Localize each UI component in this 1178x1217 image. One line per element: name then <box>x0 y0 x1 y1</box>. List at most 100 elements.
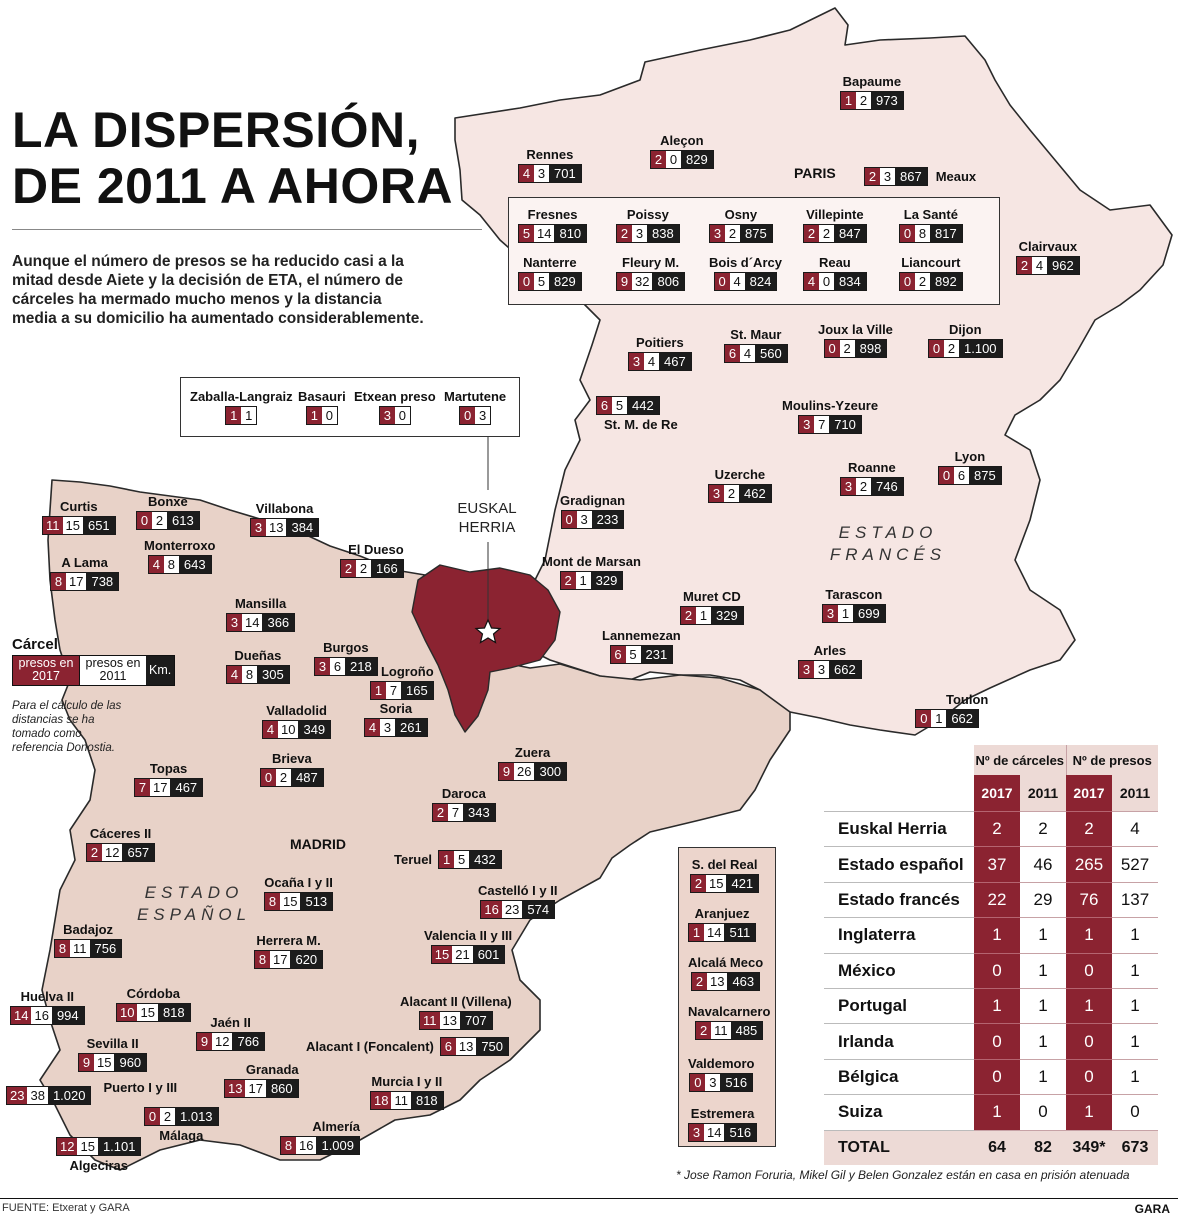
prison-rennes: Rennes 4 3 701 <box>518 147 582 183</box>
madrid-inset-box <box>678 847 776 1147</box>
row-carceles-2011: 1 <box>1020 917 1066 954</box>
row-presos-2011: 1 <box>1112 917 1158 954</box>
prison-bois-darcy: Bois d´Arcy 0 4 824 <box>709 255 782 291</box>
donostia-star-icon <box>474 618 502 644</box>
prison-a-lama: A Lama 8 17 738 <box>50 555 120 591</box>
prison-alacant-villena: Alacant II (Villena) 11 13 707 <box>400 994 512 1030</box>
brand-logo: GARA <box>1134 1202 1170 1216</box>
page-title: LA DISPERSIÓN, DE 2011 A AHORA <box>12 102 453 214</box>
prison-lyon: Lyon 0 6 875 <box>938 449 1002 485</box>
prison-mansilla: Mansilla 3 14 366 <box>226 596 296 632</box>
summary-table: Nº de cárceles Nº de presos 2017 2011 20… <box>824 745 1158 1165</box>
row-carceles-2017: 37 <box>974 846 1020 883</box>
legend-km: Km. <box>146 656 174 685</box>
prison-nanterre: Nanterre 0 5 829 <box>518 255 582 291</box>
header-presos: Nº de presos <box>1065 745 1158 775</box>
row-name: Estado francés <box>824 881 974 918</box>
title-line-2: DE 2011 A AHORA <box>12 158 453 214</box>
header-carceles-2011: 2011 <box>1020 775 1066 812</box>
prison-jaen: Jaén II 9 12 766 <box>196 1015 266 1051</box>
table-row: Euskal Herria 2 2 2 4 <box>824 810 1158 847</box>
prison-burgos: Burgos 3 6 218 <box>314 640 378 676</box>
legend-note: Para el cálculo de las distancias se ha … <box>12 700 122 754</box>
prison-basauri: Basauri 1 0 <box>298 389 346 425</box>
row-presos-2011: 527 <box>1112 846 1158 883</box>
prison-arles: Arles 3 3 662 <box>798 643 862 679</box>
prison-martutene: Martutene 0 3 <box>444 389 507 425</box>
estado-frances-label: ESTADO FRANCÉS <box>829 523 947 564</box>
prison-malaga: 0 2 1.013 Málaga <box>144 1107 219 1143</box>
prison-st-m-de-re: 6 5 442 St. M. de Re <box>578 396 678 432</box>
prison-duenas: Dueñas 4 8 305 <box>226 648 290 684</box>
prison-liancourt: Liancourt 0 2 892 <box>899 255 963 291</box>
total-c2017: 64 <box>974 1129 1020 1165</box>
row-carceles-2017: 0 <box>974 1023 1020 1060</box>
prison-estremera: Estremera 3 14 516 <box>688 1106 758 1142</box>
prison-soria: Soria 4 3 261 <box>364 701 428 737</box>
row-carceles-2011: 46 <box>1020 846 1066 883</box>
prison-roanne: Roanne 3 2 746 <box>840 460 904 496</box>
footnote: * Jose Ramon Foruria, Mikel Gil y Belen … <box>676 1168 1130 1182</box>
prison-reau: Reau 4 0 834 <box>803 255 867 291</box>
legend-2011: presos en 2011 <box>79 656 146 685</box>
row-presos-2017: 1 <box>1066 917 1112 954</box>
prison-daroca: Daroca 2 7 343 <box>432 786 496 822</box>
row-name: Irlanda <box>824 1023 974 1060</box>
row-presos-2017: 0 <box>1066 952 1112 989</box>
table-header-group: Nº de cárceles Nº de presos <box>824 745 1158 775</box>
prison-muret-cd: Muret CD 2 1 329 <box>680 589 744 625</box>
prison-zaballa: Zaballa-Langraiz 1 1 <box>190 389 293 425</box>
prison-topas: Topas 7 17 467 <box>134 761 204 797</box>
row-name: Portugal <box>824 987 974 1024</box>
prison-tarascon: Tarascon 3 1 699 <box>822 587 886 623</box>
prison-poissy: Poissy 2 3 838 <box>616 207 680 243</box>
legend-2017: presos en 2017 <box>13 656 79 685</box>
legend-title: Cárcel <box>12 636 58 653</box>
row-presos-2011: 137 <box>1112 881 1158 918</box>
prison-zuera: Zuera 9 26 300 <box>498 745 568 781</box>
prison-monterroxo: Monterroxo 4 8 643 <box>144 538 216 574</box>
table-row-total: TOTAL 64 82 349* 673 <box>824 1129 1158 1165</box>
total-p2017: 349* <box>1066 1129 1112 1165</box>
prison-osny: Osny 3 2 875 <box>709 207 773 243</box>
prison-sevilla: Sevilla II 9 15 960 <box>78 1036 148 1072</box>
table-row: México 0 1 0 1 <box>824 952 1158 989</box>
prison-fleury: Fleury M. 9 32 806 <box>616 255 686 291</box>
header-carceles-2017: 2017 <box>974 775 1020 812</box>
row-presos-2017: 0 <box>1066 1058 1112 1095</box>
prison-valencia: Valencia II y III 15 21 601 <box>424 928 513 964</box>
row-carceles-2017: 22 <box>974 881 1020 918</box>
prison-bapaume: Bapaume 1 2 973 <box>840 74 904 110</box>
euskal-herria-label: EUSKAL HERRIA <box>457 500 517 536</box>
row-presos-2017: 265 <box>1066 846 1112 883</box>
legend: presos en 2017 presos en 2011 Km. <box>12 655 175 686</box>
prison-etxean: Etxean preso 3 0 <box>354 389 436 425</box>
row-carceles-2011: 29 <box>1020 881 1066 918</box>
row-presos-2017: 2 <box>1066 810 1112 847</box>
row-carceles-2017: 1 <box>974 987 1020 1024</box>
prison-puerto: 23 38 1.020 Puerto I y III <box>6 1080 177 1105</box>
title-line-1: LA DISPERSIÓN, <box>12 102 420 158</box>
france-map <box>454 7 1173 736</box>
total-label: TOTAL <box>824 1129 974 1165</box>
row-presos-2011: 1 <box>1112 952 1158 989</box>
prison-almeria: Almería 8 16 1.009 <box>280 1119 361 1155</box>
row-carceles-2011: 1 <box>1020 1023 1066 1060</box>
prison-alcala-meco: Alcalá Meco 2 13 463 <box>688 955 764 991</box>
total-c2011: 82 <box>1020 1129 1066 1165</box>
row-name: Estado español <box>824 846 974 883</box>
prison-granada: Granada 13 17 860 <box>224 1062 299 1098</box>
row-presos-2017: 1 <box>1066 987 1112 1024</box>
prison-valdemoro: Valdemoro 0 3 516 <box>688 1056 755 1092</box>
prison-gradignan: Gradignan 0 3 233 <box>560 493 626 529</box>
table-row: Portugal 1 1 1 1 <box>824 987 1158 1024</box>
prison-cordoba: Córdoba 10 15 818 <box>116 986 191 1022</box>
row-carceles-2011: 1 <box>1020 952 1066 989</box>
prison-clairvaux: Clairvaux 2 4 962 <box>1016 239 1080 275</box>
madrid-label: MADRID <box>290 836 346 852</box>
prison-murcia: Murcia I y II 18 11 818 <box>370 1074 444 1110</box>
prison-la-sante: La Santé 0 8 817 <box>899 207 963 243</box>
prison-herrera: Herrera M. 8 17 620 <box>254 933 324 969</box>
prison-meaux: 2 3 867 Meaux <box>864 167 976 186</box>
